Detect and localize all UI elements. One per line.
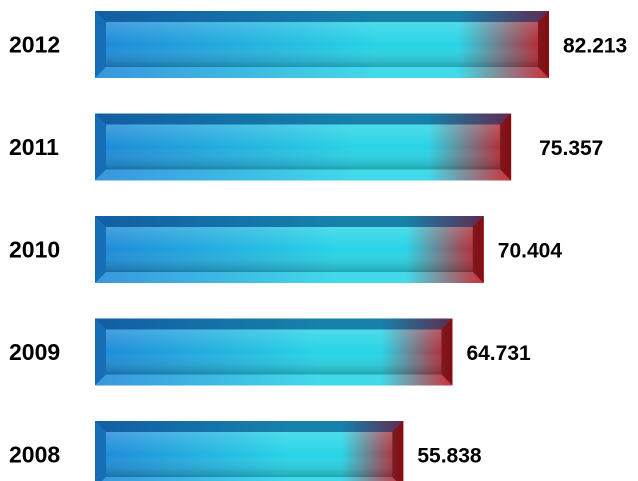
bar-bevel-right — [392, 421, 404, 481]
category-label: 2011 — [9, 134, 59, 160]
bar-gloss — [106, 227, 473, 272]
bar-2008 — [95, 421, 404, 481]
bar-bevel-left — [95, 318, 106, 386]
category-label: 2009 — [9, 339, 60, 365]
bars-group — [95, 11, 549, 481]
value-label: 64.731 — [466, 342, 531, 365]
bar-bevel-bottom — [95, 272, 484, 283]
bar-2011 — [95, 113, 512, 181]
bar-2009 — [95, 318, 453, 386]
bar-bevel-left — [95, 113, 106, 181]
bar-gloss — [106, 329, 442, 375]
bar-bevel-bottom — [102, 477, 397, 481]
bar-bevel-right — [538, 11, 549, 78]
category-label: 2010 — [9, 237, 60, 263]
category-label: 2008 — [9, 442, 60, 468]
bar-bevel-right — [441, 318, 453, 386]
bar-bevel-top — [95, 421, 404, 432]
value-label: 82.213 — [563, 35, 627, 58]
bar-bevel-bottom — [95, 374, 453, 386]
bar-gloss — [106, 22, 538, 67]
bar-bevel-top — [95, 113, 512, 125]
bar-bevel-bottom — [95, 169, 512, 181]
bar-gloss — [106, 124, 501, 170]
bar-2010 — [95, 216, 484, 283]
bar-gloss — [106, 432, 393, 477]
bar-bevel-left — [95, 11, 106, 78]
value-label: 75.357 — [539, 137, 603, 160]
bar-bevel-top — [95, 318, 453, 330]
value-label: 70.404 — [498, 240, 563, 263]
value-label: 55.838 — [417, 445, 482, 468]
bar-bevel-left — [95, 421, 106, 481]
bar-bevel-right — [472, 216, 484, 283]
bar-2012 — [95, 11, 549, 78]
bar-bevel-left — [95, 216, 106, 283]
bar-bevel-top — [95, 11, 549, 22]
category-label: 2012 — [9, 32, 60, 58]
bar-bevel-bottom — [95, 67, 549, 78]
bar-bevel-right — [500, 113, 512, 181]
bar-bevel-top — [95, 216, 484, 227]
labels-group: 2012 82.213 2011 75.357 2010 70.404 2009 64.731… — [9, 32, 627, 468]
